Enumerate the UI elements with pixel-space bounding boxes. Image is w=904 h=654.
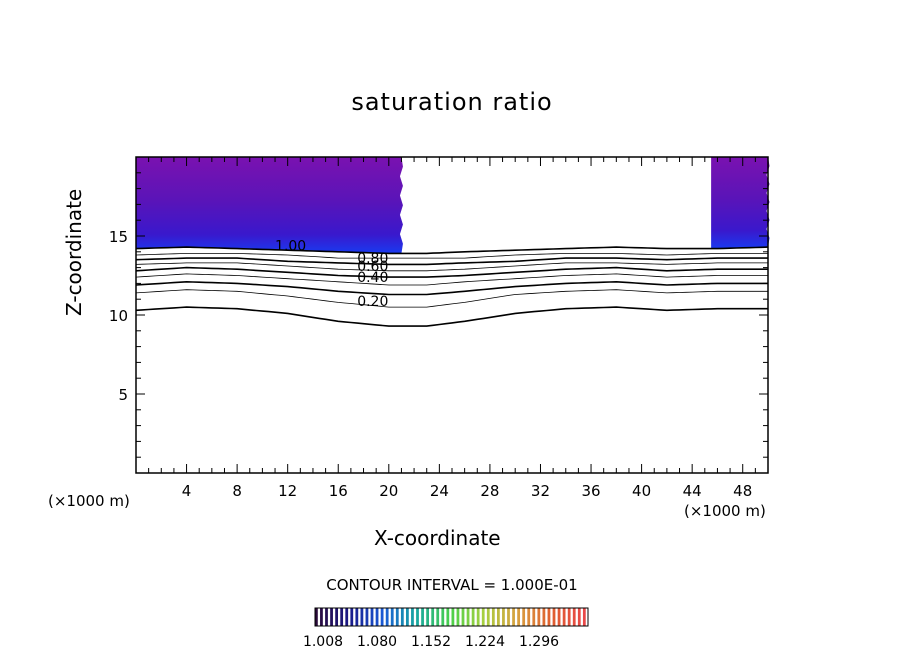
colorbar-stripe-43 bbox=[532, 608, 536, 626]
colorbar-stripe-15 bbox=[390, 608, 394, 626]
contour-line-0.4 bbox=[135, 280, 768, 296]
colorbar-stripe-2 bbox=[325, 608, 328, 626]
colorbar-stripe-28 bbox=[456, 608, 460, 626]
y-tick-label-10: 10 bbox=[109, 307, 128, 325]
colorbar-stripe-12 bbox=[375, 608, 379, 626]
colorbar-stripe-48 bbox=[557, 608, 561, 626]
colorbar-stripe-52 bbox=[577, 608, 581, 626]
colorbar-label-1: 1.008 bbox=[303, 634, 343, 650]
colorbar-stripe-31 bbox=[471, 608, 475, 626]
colorbar-label-3: 1.152 bbox=[411, 634, 451, 650]
x-unit-label-left: (×1000 m) bbox=[48, 492, 130, 510]
supersaturated-region-1 bbox=[136, 157, 403, 254]
x-tick-label-24: 24 bbox=[430, 482, 449, 500]
colorbar-stripe-42 bbox=[527, 608, 531, 626]
colorbar-stripe-20 bbox=[416, 608, 419, 626]
colorbar-stripe-19 bbox=[411, 608, 414, 626]
x-tick-label-36: 36 bbox=[581, 482, 600, 500]
x-unit-label-right: (×1000 m) bbox=[684, 502, 766, 520]
x-tick-label-28: 28 bbox=[480, 482, 499, 500]
colorbar-stripe-39 bbox=[512, 608, 515, 626]
colorbar-stripe-3 bbox=[330, 608, 333, 626]
colorbar-stripe-0 bbox=[315, 608, 318, 626]
y-axis-label: Z-coordinate bbox=[62, 188, 86, 316]
colorbar-stripe-29 bbox=[461, 608, 465, 626]
supersaturated-region-2 bbox=[711, 157, 770, 249]
colorbar-stripe-16 bbox=[395, 608, 399, 626]
contour-line-0.9 bbox=[135, 253, 768, 259]
contour-line-0.8 bbox=[135, 257, 768, 266]
colorbar-stripe-23 bbox=[431, 608, 435, 626]
y-tick-label-15: 15 bbox=[109, 228, 128, 246]
x-tick-label-44: 44 bbox=[683, 482, 702, 500]
colorbar-stripe-37 bbox=[502, 608, 505, 626]
colorbar-stripe-34 bbox=[486, 608, 490, 626]
x-tick-label-20: 20 bbox=[379, 482, 398, 500]
x-tick-label-4: 4 bbox=[182, 482, 192, 500]
colorbar-stripe-18 bbox=[406, 608, 409, 626]
colorbar-stripe-27 bbox=[451, 608, 455, 626]
colorbar-stripe-44 bbox=[537, 608, 541, 626]
colorbar-stripe-10 bbox=[365, 608, 369, 626]
colorbar-stripe-1 bbox=[320, 608, 323, 626]
contour-label-3: 0.60 bbox=[357, 259, 388, 275]
contour-line-0.7 bbox=[135, 262, 768, 272]
colorbar-stripe-21 bbox=[421, 608, 424, 626]
y-tick-label-5: 5 bbox=[118, 386, 128, 404]
colorbar-stripe-53 bbox=[582, 608, 586, 626]
x-tick-label-48: 48 bbox=[733, 482, 752, 500]
colorbar-stripe-14 bbox=[385, 608, 389, 626]
colorbar-stripe-40 bbox=[517, 608, 521, 626]
colorbar-stripe-4 bbox=[335, 608, 339, 626]
contour-label-4: 0.40 bbox=[357, 270, 388, 286]
colorbar-stripe-17 bbox=[400, 608, 404, 626]
colorbar-label-5: 1.296 bbox=[519, 634, 559, 650]
colorbar-stripe-8 bbox=[355, 608, 359, 626]
x-tick-label-40: 40 bbox=[632, 482, 651, 500]
colorbar-stripe-5 bbox=[340, 608, 344, 626]
colorbar-stripe-41 bbox=[522, 608, 526, 626]
colorbar-stripe-33 bbox=[481, 608, 485, 626]
colorbar-stripe-32 bbox=[476, 608, 480, 626]
colorbar-stripe-49 bbox=[562, 608, 566, 626]
colorbar-stripe-46 bbox=[547, 608, 551, 626]
colorbar-stripe-13 bbox=[380, 608, 384, 626]
colorbar-stripe-22 bbox=[426, 608, 430, 626]
x-tick-label-32: 32 bbox=[531, 482, 550, 500]
x-axis-label: X-coordinate bbox=[374, 526, 501, 550]
colorbar-stripe-36 bbox=[497, 608, 500, 626]
contour-interval-label: CONTOUR INTERVAL = 1.000E-01 bbox=[326, 576, 578, 594]
colorbar-stripe-6 bbox=[345, 608, 349, 626]
colorbar-stripe-38 bbox=[507, 608, 510, 626]
contour-line-0.2 bbox=[135, 306, 768, 327]
colorbar-stripe-47 bbox=[552, 608, 556, 626]
chart-title: saturation ratio bbox=[351, 88, 553, 116]
colorbar-stripe-7 bbox=[350, 608, 354, 626]
colorbar-stripe-51 bbox=[572, 608, 576, 626]
x-tick-label-8: 8 bbox=[232, 482, 242, 500]
colorbar-stripe-11 bbox=[370, 608, 374, 626]
colorbar-stripe-45 bbox=[542, 608, 546, 626]
colorbar-stripe-35 bbox=[491, 608, 495, 626]
contour-label-2: 0.80 bbox=[357, 251, 388, 267]
colorbar-stripe-25 bbox=[441, 608, 445, 626]
colorbar-label-4: 1.224 bbox=[465, 634, 505, 650]
colorbar-stripe-24 bbox=[436, 608, 440, 626]
colorbar-frame bbox=[314, 607, 589, 627]
contour-label-5: 0.20 bbox=[357, 294, 388, 310]
contour-label-1: 1.00 bbox=[275, 238, 306, 254]
colorbar-stripe-26 bbox=[446, 608, 450, 626]
contour-line-1 bbox=[135, 246, 769, 255]
contour-line-0.5 bbox=[135, 273, 768, 286]
colorbar-stripe-50 bbox=[567, 608, 571, 626]
colorbar-stripe-9 bbox=[360, 608, 364, 626]
colorbar-label-2: 1.080 bbox=[357, 634, 397, 650]
contour-line-0.3 bbox=[135, 289, 768, 308]
x-tick-label-16: 16 bbox=[329, 482, 348, 500]
contour-line-0.6 bbox=[135, 266, 768, 278]
x-tick-label-12: 12 bbox=[278, 482, 297, 500]
colorbar-stripe-30 bbox=[466, 608, 470, 626]
